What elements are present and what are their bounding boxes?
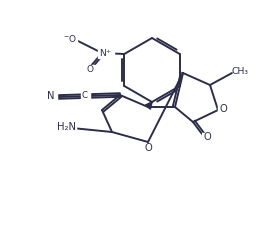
Text: C: C (82, 90, 88, 99)
Bar (218, 104, 228, 113)
Bar (143, 144, 153, 153)
Bar (233, 68, 247, 76)
Bar (45, 92, 57, 101)
Bar (81, 91, 90, 99)
Text: CH₃: CH₃ (232, 68, 248, 76)
Bar (63, 34, 77, 43)
Text: N$^{+}$: N$^{+}$ (99, 47, 113, 59)
Text: O: O (219, 104, 227, 114)
Text: O: O (203, 132, 211, 142)
Text: N: N (47, 91, 55, 101)
Bar (98, 49, 114, 58)
Text: $^{-}$O: $^{-}$O (63, 32, 77, 43)
Bar (85, 65, 95, 74)
Text: H₂N: H₂N (57, 122, 76, 132)
Text: O: O (87, 65, 93, 74)
Bar (54, 122, 76, 131)
Bar (202, 133, 212, 142)
Text: O: O (144, 143, 152, 153)
